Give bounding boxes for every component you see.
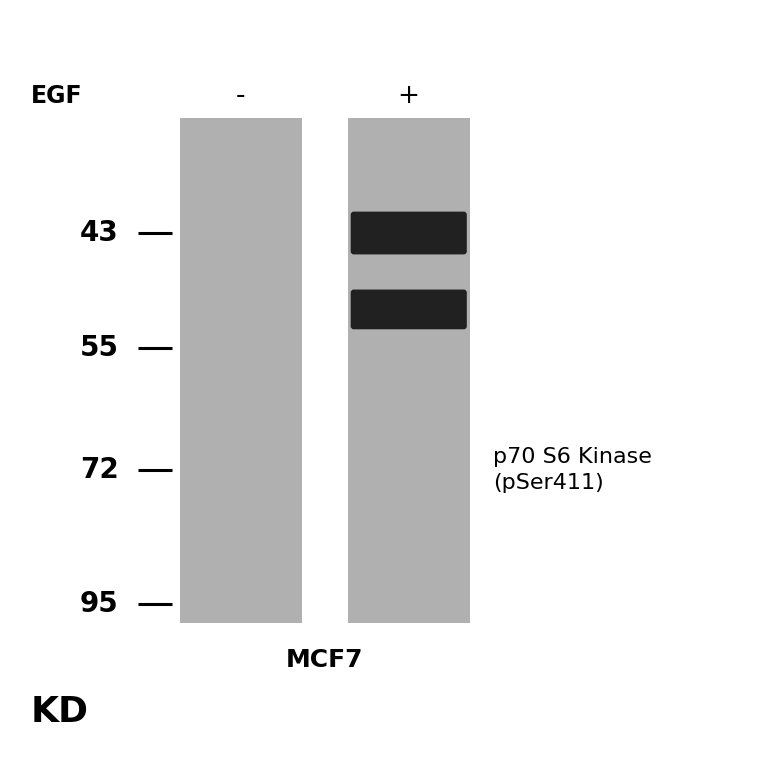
Bar <box>348 118 470 623</box>
Text: 43: 43 <box>79 219 118 247</box>
Text: MCF7: MCF7 <box>286 649 364 672</box>
Text: -: - <box>236 83 245 108</box>
Bar <box>180 118 302 623</box>
Text: 55: 55 <box>79 334 118 361</box>
Text: EGF: EGF <box>31 83 83 108</box>
FancyBboxPatch shape <box>351 212 467 254</box>
Text: p70 S6 Kinase
(pSer411): p70 S6 Kinase (pSer411) <box>493 447 652 493</box>
FancyBboxPatch shape <box>351 290 467 329</box>
Text: 95: 95 <box>79 590 118 617</box>
Text: 72: 72 <box>79 456 118 484</box>
Text: KD: KD <box>31 695 89 730</box>
Text: +: + <box>398 83 419 108</box>
